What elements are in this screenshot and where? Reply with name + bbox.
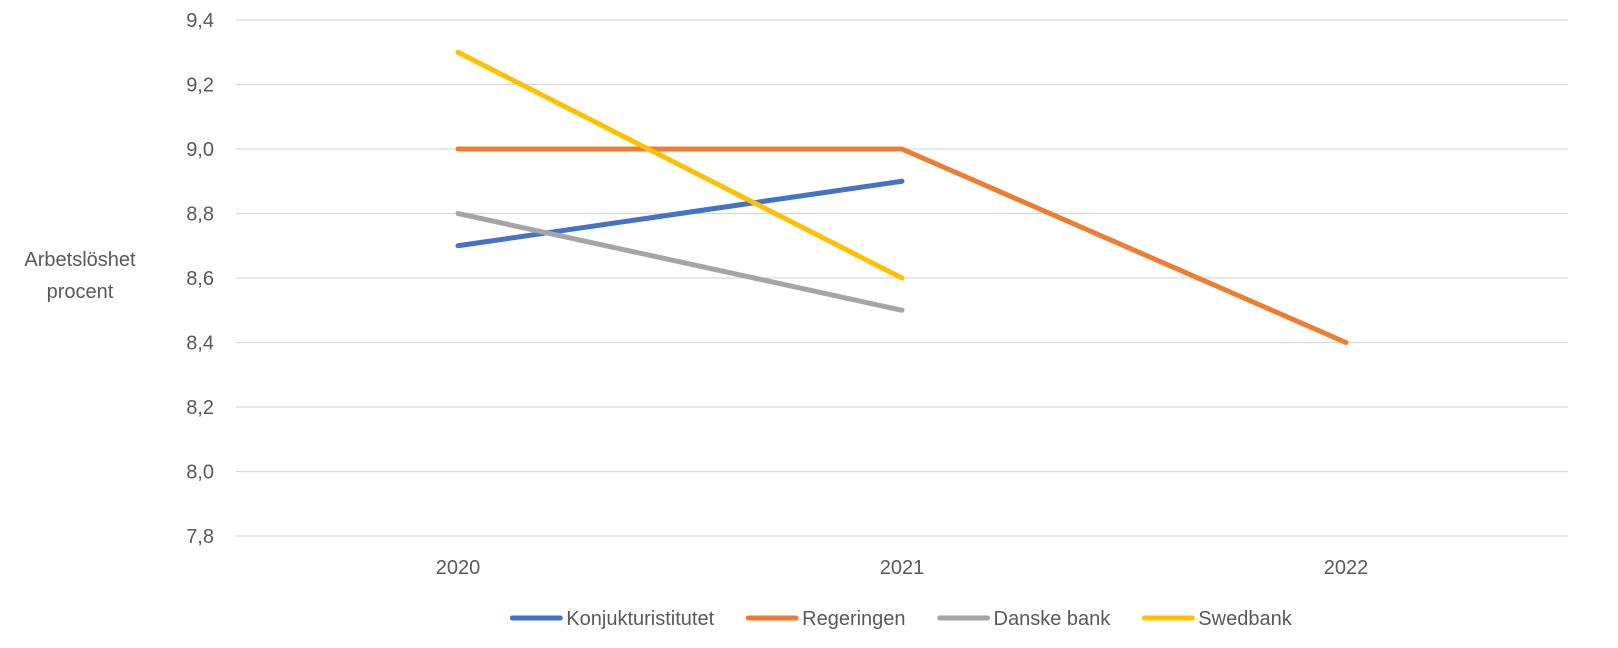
y-tick-label: 8,0	[186, 462, 214, 484]
y-axis-title-line-1: Arbetslöshet	[24, 249, 136, 271]
x-axis-ticks: 2020 2021 2022	[436, 557, 1369, 579]
x-tick-label: 2021	[880, 557, 925, 579]
legend-label: Konjukturistitutet	[566, 608, 714, 630]
legend-label: Danske bank	[994, 608, 1112, 630]
series-line-swedbank	[455, 49, 905, 281]
y-tick-label: 9,2	[186, 75, 214, 97]
y-axis-title-line-2: procent	[47, 281, 114, 303]
y-tick-label: 7,8	[186, 526, 214, 548]
y-axis-title: Arbetslöshet procent	[24, 249, 136, 303]
y-tick-label: 8,8	[186, 204, 214, 226]
series-line-konjukturistitutet	[455, 178, 905, 249]
legend-item-regeringen: Regeringen	[745, 608, 906, 630]
legend-label: Regeringen	[802, 608, 905, 630]
y-tick-label: 9,4	[186, 10, 214, 32]
series-line-regeringen	[455, 146, 1349, 345]
y-tick-label: 9,0	[186, 139, 214, 161]
legend-item-swedbank: Swedbank	[1141, 608, 1293, 630]
series-lines	[455, 49, 1349, 345]
legend-label: Swedbank	[1198, 608, 1292, 630]
legend-item-danske-bank: Danske bank	[937, 608, 1112, 630]
y-axis-ticks: 7,8 8,0 8,2 8,4 8,6 8,8 9,0 9,2 9,4	[186, 10, 214, 548]
y-tick-label: 8,2	[186, 397, 214, 419]
y-tick-label: 8,4	[186, 333, 214, 355]
legend-item-konjukturistitutet: Konjukturistitutet	[509, 608, 715, 630]
y-tick-label: 8,6	[186, 268, 214, 290]
x-tick-label: 2022	[1324, 557, 1369, 579]
series-line-danske-bank	[455, 211, 905, 313]
legend: Konjukturistitutet Regeringen Danske bank S…	[509, 608, 1293, 630]
x-tick-label: 2020	[436, 557, 481, 579]
